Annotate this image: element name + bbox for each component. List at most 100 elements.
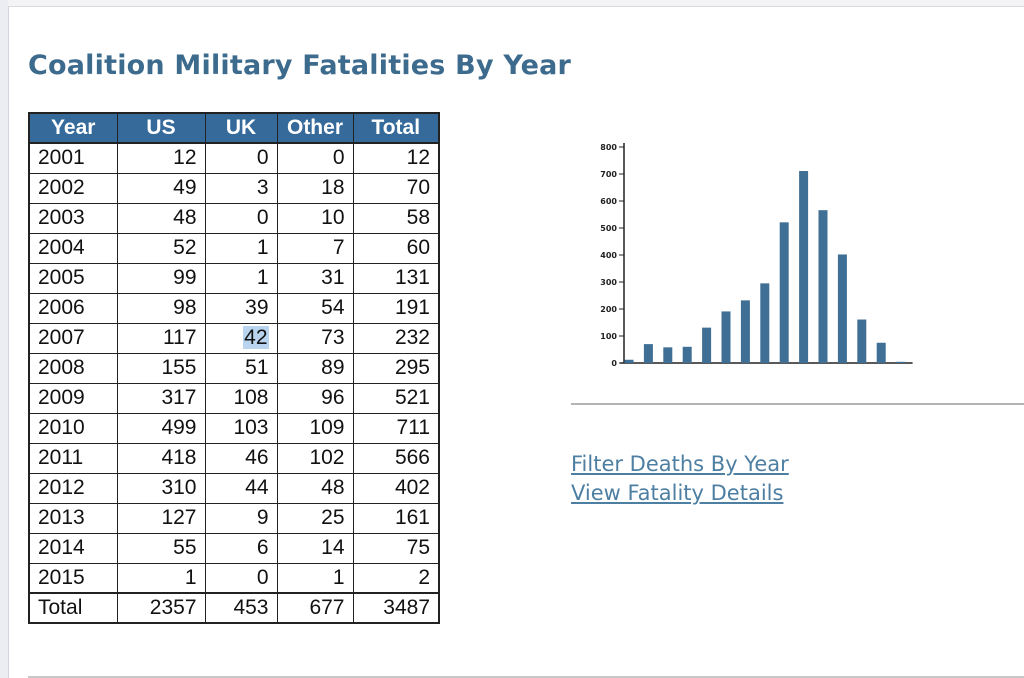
table-body: 2001 12 0 0 12 2002 49 3 18 70 2003 48 0 10 58 2004 52 1 7… [28, 142, 440, 624]
cell-us: 310 [116, 472, 206, 504]
cell-total: 70 [352, 172, 440, 204]
divider [571, 403, 1024, 405]
cell-total: 131 [352, 262, 440, 294]
table-row: 2012 310 44 48 402 [28, 472, 440, 504]
cell-us: 418 [116, 442, 206, 474]
bar-2008 [760, 283, 770, 363]
table-row: 2001 12 0 0 12 [28, 142, 440, 174]
bar-2010 [799, 171, 809, 363]
cell-uk: 42 [204, 322, 278, 354]
cell-total: 711 [352, 412, 440, 444]
y-tick-label: 400 [600, 251, 617, 260]
cell-uk: 0 [204, 202, 278, 234]
cell-year: 2008 [28, 352, 118, 384]
cell-us: 155 [116, 352, 206, 384]
bar-2004 [682, 346, 692, 363]
cell-total: 232 [352, 322, 440, 354]
cell-year: 2015 [28, 562, 118, 594]
cell-other: 54 [276, 292, 354, 324]
view-details-link[interactable]: View Fatality Details [571, 481, 784, 505]
table-row: 2013 127 9 25 161 [28, 502, 440, 534]
table-row: 2010 499 103 109 711 [28, 412, 440, 444]
cell-year: 2001 [28, 142, 118, 174]
cell-total: 60 [352, 232, 440, 264]
footer-divider [28, 676, 1024, 678]
table-row: 2004 52 1 7 60 [28, 232, 440, 264]
cell-uk: 0 [204, 142, 278, 174]
cell-total: 295 [352, 352, 440, 384]
filter-deaths-link[interactable]: Filter Deaths By Year [571, 452, 789, 476]
table-row: 2011 418 46 102 566 [28, 442, 440, 474]
cell-other: 89 [276, 352, 354, 384]
bar-2009 [779, 222, 789, 363]
cell-year: 2013 [28, 502, 118, 534]
bar-2012 [837, 254, 847, 363]
table-row: 2008 155 51 89 295 [28, 352, 440, 384]
cell-year: 2003 [28, 202, 118, 234]
table-header-row: Year US UK Other Total [28, 112, 440, 144]
cell-total: 75 [352, 532, 440, 564]
cell-other: 25 [276, 502, 354, 534]
table-row: 2005 99 1 31 131 [28, 262, 440, 294]
y-tick-label: 100 [600, 332, 617, 341]
header-year: Year [28, 112, 118, 144]
highlighted-value: 42 [243, 326, 269, 349]
cell-other: 1 [276, 562, 354, 594]
y-tick-label: 600 [600, 197, 617, 206]
cell-total: 58 [352, 202, 440, 234]
cell-total: 402 [352, 472, 440, 504]
cell-uk: 3 [204, 172, 278, 204]
cell-us: 98 [116, 292, 206, 324]
y-tick-label: 300 [600, 278, 617, 287]
cell-other: 7 [276, 232, 354, 264]
cell-year: 2002 [28, 172, 118, 204]
cell-us: 117 [116, 322, 206, 354]
cell-uk: 0 [204, 562, 278, 594]
y-tick-label: 200 [600, 305, 617, 314]
page-title: Coalition Military Fatalities By Year [28, 50, 572, 81]
cell-total: 521 [352, 382, 440, 414]
cell-uk: 46 [204, 442, 278, 474]
table-row: 2014 55 6 14 75 [28, 532, 440, 564]
links-section: Filter Deaths By Year View Fatality Deta… [571, 450, 789, 508]
cell-us: 499 [116, 412, 206, 444]
bar-2011 [818, 210, 828, 363]
y-tick-label: 700 [600, 170, 617, 179]
bar-2003 [663, 347, 673, 363]
cell-us: 99 [116, 262, 206, 294]
y-tick-label: 0 [611, 359, 617, 368]
bar-2014 [876, 342, 886, 363]
cell-other: 18 [276, 172, 354, 204]
bar-2002 [643, 344, 653, 363]
cell-other: 31 [276, 262, 354, 294]
bar-2006 [721, 311, 731, 363]
cell-total: 191 [352, 292, 440, 324]
cell-total: 161 [352, 502, 440, 534]
cell-us: 55 [116, 532, 206, 564]
cell-uk: 44 [204, 472, 278, 504]
cell-other: 109 [276, 412, 354, 444]
cell-us: 127 [116, 502, 206, 534]
cell-year: 2007 [28, 322, 118, 354]
total-us: 2357 [116, 592, 206, 624]
table-row: 2006 98 39 54 191 [28, 292, 440, 324]
cell-uk: 108 [204, 382, 278, 414]
cell-other: 102 [276, 442, 354, 474]
cell-year: 2014 [28, 532, 118, 564]
cell-total: 12 [352, 142, 440, 174]
fatalities-bar-chart: 0 100 200 300 400 500 600 700 800 [566, 136, 946, 372]
y-tick-label: 800 [600, 143, 617, 152]
cell-other: 96 [276, 382, 354, 414]
total-uk: 453 [204, 592, 278, 624]
cell-year: 2005 [28, 262, 118, 294]
bar-2001 [624, 359, 634, 363]
cell-us: 48 [116, 202, 206, 234]
cell-us: 1 [116, 562, 206, 594]
table-row: 2003 48 0 10 58 [28, 202, 440, 234]
header-uk: UK [204, 112, 278, 144]
left-border [0, 0, 9, 678]
table-row: 2009 317 108 96 521 [28, 382, 440, 414]
cell-other: 0 [276, 142, 354, 174]
cell-us: 52 [116, 232, 206, 264]
cell-total: 566 [352, 442, 440, 474]
